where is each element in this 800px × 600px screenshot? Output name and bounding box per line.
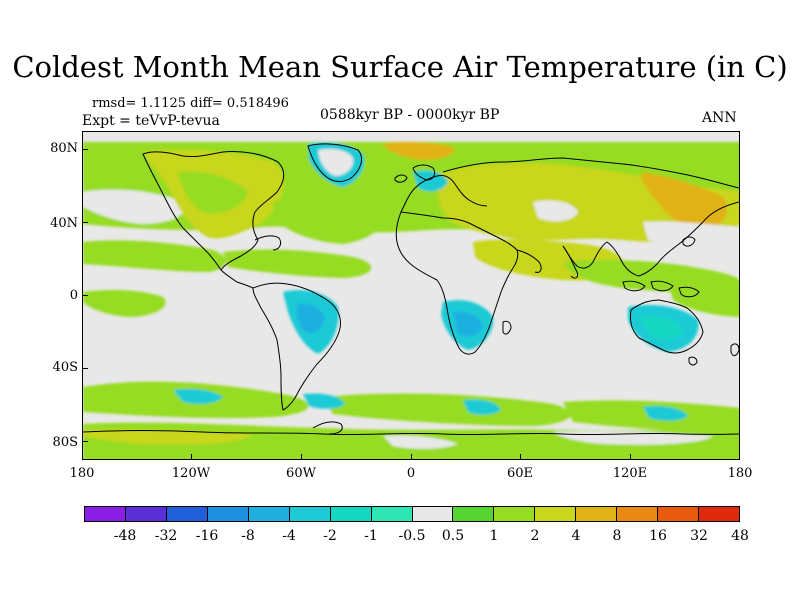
- y-tick: [82, 368, 88, 369]
- x-tick-label-60w: 60W: [286, 466, 316, 481]
- colorbar-segment: [289, 507, 331, 521]
- world-map-icon: [83, 132, 739, 459]
- x-tick: [520, 454, 521, 460]
- colorbar-label: -0.5: [398, 528, 426, 544]
- colorbar-label: -8: [241, 528, 255, 544]
- colorbar-segment: [207, 507, 249, 521]
- colorbar-label: -32: [154, 528, 178, 544]
- season-label: ANN: [702, 110, 737, 126]
- colorbar-label: 2: [530, 528, 540, 544]
- colorbar: [84, 506, 740, 522]
- colorbar-label: 1: [489, 528, 499, 544]
- y-tick: [82, 441, 88, 442]
- x-tick-label-120e: 120E: [612, 466, 648, 481]
- x-tick: [191, 454, 192, 460]
- period-label: 0588kyr BP - 0000kyr BP: [320, 107, 500, 123]
- y-tick: [82, 222, 88, 223]
- y-tick: [82, 149, 88, 150]
- colorbar-segment: [248, 507, 290, 521]
- map-plot: [82, 131, 740, 460]
- y-tick-label-40n: 40N: [50, 216, 78, 231]
- colorbar-label: 8: [612, 528, 622, 544]
- colorbar-segment: [658, 507, 700, 521]
- colorbar-label: -4: [282, 528, 296, 544]
- colorbar-label: 0.5: [441, 528, 465, 544]
- colorbar-segment: [412, 507, 454, 521]
- colorbar-label: 16: [649, 528, 667, 544]
- expt-label: Expt = teVvP-tevua: [82, 113, 220, 129]
- colorbar-segment: [494, 507, 536, 521]
- x-tick: [301, 454, 302, 460]
- colorbar-segment: [535, 507, 577, 521]
- colorbar-segment: [576, 507, 618, 521]
- x-tick: [411, 454, 412, 460]
- x-tick-label-120w: 120W: [171, 466, 211, 481]
- y-tick-label-80s: 80S: [52, 435, 78, 450]
- colorbar-segment: [617, 507, 659, 521]
- colorbar-segment: [125, 507, 167, 521]
- colorbar-label: 4: [571, 528, 581, 544]
- rmsd-diff-label: rmsd= 1.1125 diff= 0.518496: [92, 96, 289, 111]
- colorbar-segment: [85, 507, 126, 521]
- x-tick: [630, 454, 631, 460]
- colorbar-segment: [371, 507, 413, 521]
- y-tick: [82, 295, 88, 296]
- page-title: Coldest Month Mean Surface Air Temperatu…: [12, 50, 788, 84]
- colorbar-segment: [330, 507, 372, 521]
- colorbar-label: -16: [195, 528, 219, 544]
- colorbar-segment: [453, 507, 495, 521]
- colorbar-segment: [699, 507, 739, 521]
- colorbar-label: 32: [690, 528, 708, 544]
- colorbar-label: -1: [364, 528, 378, 544]
- x-tick-label-180e: 180: [727, 466, 753, 481]
- colorbar-label: -2: [323, 528, 337, 544]
- colorbar-segment: [166, 507, 208, 521]
- colorbar-label: 48: [731, 528, 749, 544]
- y-tick-label-40s: 40S: [52, 360, 78, 375]
- colorbar-label: -48: [113, 528, 137, 544]
- y-tick-label-0: 0: [69, 288, 78, 303]
- x-tick-label-60e: 60E: [506, 466, 534, 481]
- x-tick-label-0: 0: [406, 466, 416, 481]
- x-tick-label-180w: 180: [69, 466, 95, 481]
- y-tick-label-80n: 80N: [50, 141, 78, 156]
